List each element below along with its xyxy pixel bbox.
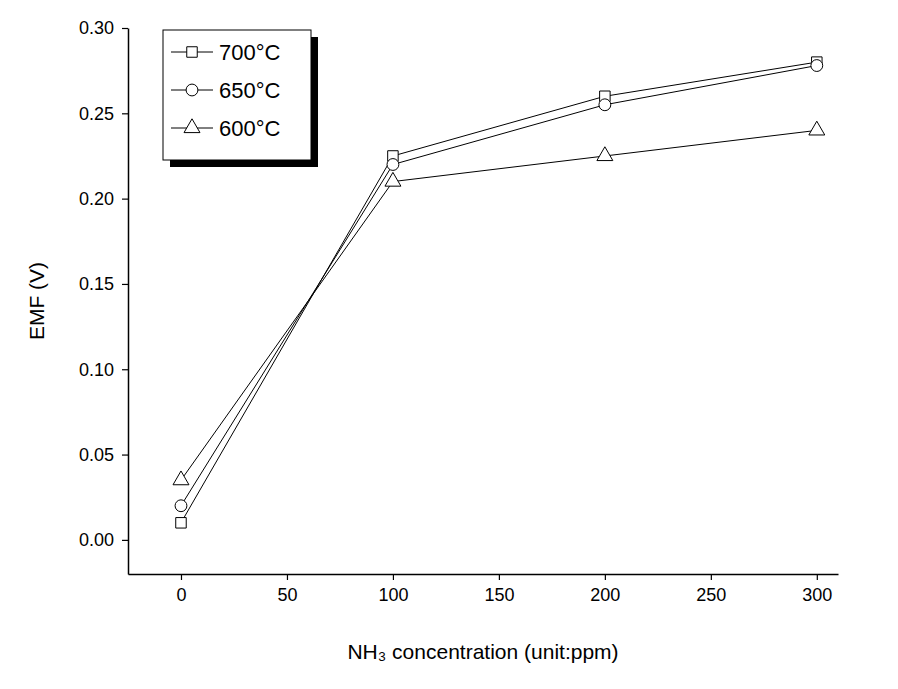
- x-tick-mark: [393, 574, 394, 580]
- y-tick-mark: [122, 113, 128, 114]
- x-tick-mark: [181, 574, 182, 580]
- plot-area: [173, 57, 825, 528]
- y-tick-mark: [122, 28, 128, 29]
- y-tick-mark: [122, 369, 128, 370]
- legend-label: 700°C: [219, 40, 281, 65]
- y-tick-label: 0.30: [79, 18, 114, 38]
- x-axis-line: [129, 574, 839, 576]
- x-tick-label: 300: [802, 585, 832, 605]
- y-tick: 0.15: [79, 274, 128, 294]
- series-marker: [599, 99, 611, 111]
- x-axis-title: NH₃ concentration (unit:ppm): [347, 640, 618, 663]
- x-tick-mark: [605, 574, 606, 580]
- y-axis: 0.00 0.05 0.10 0.15 0.20 0.25 0.30: [79, 18, 129, 574]
- y-tick-mark: [122, 454, 128, 455]
- series-marker: [809, 121, 825, 135]
- legend-marker: [187, 47, 197, 57]
- y-tick: 0.30: [79, 18, 128, 38]
- chart: 0501001502002503000.000.050.100.150.200.…: [0, 0, 898, 689]
- y-tick: 0.25: [79, 104, 128, 124]
- y-tick-mark: [122, 284, 128, 285]
- y-tick-mark: [122, 540, 128, 541]
- x-tick-mark: [287, 574, 288, 580]
- x-tick: 300: [802, 574, 832, 605]
- x-tick-mark: [499, 574, 500, 580]
- y-axis-line: [128, 29, 130, 575]
- x-tick: 150: [484, 574, 514, 605]
- x-tick: 200: [590, 574, 620, 605]
- legend: 700°C 650°C 600°C: [163, 30, 318, 167]
- y-tick-label: 0.10: [79, 360, 114, 380]
- x-tick-mark: [711, 574, 712, 580]
- series-marker: [175, 500, 187, 512]
- x-tick: 250: [696, 574, 726, 605]
- legend-label: 600°C: [219, 116, 281, 141]
- x-tick: 100: [378, 574, 408, 605]
- y-tick-label: 0.15: [79, 274, 114, 294]
- x-tick-label: 50: [277, 585, 297, 605]
- legend-marker: [184, 119, 200, 133]
- series-marker: [597, 147, 613, 161]
- series-marker: [811, 60, 823, 72]
- series-line: [181, 130, 817, 480]
- legend-box: [163, 30, 311, 160]
- legend-label: 650°C: [219, 78, 281, 103]
- x-tick-label: 100: [378, 585, 408, 605]
- y-tick: 0.00: [79, 530, 128, 550]
- x-tick-mark: [817, 574, 818, 580]
- legend-marker: [186, 84, 198, 96]
- series-line: [181, 66, 817, 506]
- x-axis: 0 50 100 150 200 250 300: [129, 574, 839, 605]
- y-tick: 0.05: [79, 445, 128, 465]
- x-tick-label: 250: [696, 585, 726, 605]
- x-tick: 0: [176, 574, 186, 605]
- y-tick: 0.10: [79, 360, 128, 380]
- y-tick-label: 0.05: [79, 445, 114, 465]
- series-marker: [387, 159, 399, 171]
- x-tick-label: 150: [484, 585, 514, 605]
- x-tick: 50: [277, 574, 297, 605]
- y-tick-label: 0.20: [79, 189, 114, 209]
- x-tick-label: 200: [590, 585, 620, 605]
- y-tick-mark: [122, 199, 128, 200]
- y-tick: 0.20: [79, 189, 128, 209]
- y-axis-title: EMF (V): [25, 262, 48, 340]
- y-tick-label: 0.00: [79, 530, 114, 550]
- x-tick-label: 0: [176, 585, 186, 605]
- series-line: [181, 62, 817, 523]
- y-tick-label: 0.25: [79, 104, 114, 124]
- series-marker: [173, 471, 189, 485]
- series-marker: [176, 518, 186, 528]
- series-marker: [385, 172, 401, 186]
